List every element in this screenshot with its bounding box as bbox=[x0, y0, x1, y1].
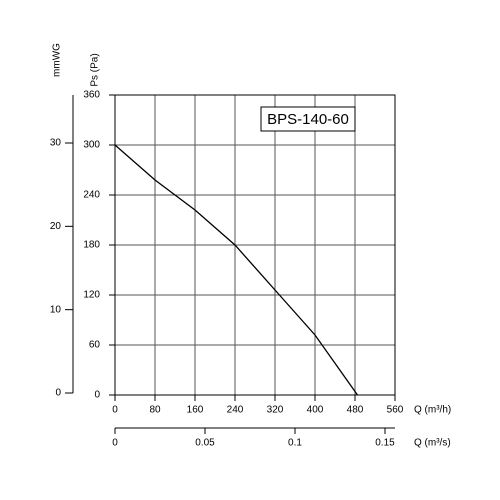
x-tick-label: 400 bbox=[307, 405, 324, 416]
y2-tick-label: 30 bbox=[50, 138, 62, 149]
y-tick-label: 360 bbox=[83, 90, 100, 101]
plot-frame bbox=[114, 94, 396, 396]
y2-axis-label: mmWG bbox=[52, 43, 63, 77]
x2-tick-label: 0.15 bbox=[375, 438, 395, 449]
y-tick-label: 180 bbox=[83, 240, 100, 251]
y2-tick-label: 10 bbox=[50, 304, 62, 315]
x2-tick-label: 0.05 bbox=[195, 438, 215, 449]
x-tick-label: 0 bbox=[112, 405, 118, 416]
x-tick-label: 160 bbox=[187, 405, 204, 416]
x2-tick-label: 0 bbox=[112, 438, 118, 449]
x-tick-label: 320 bbox=[267, 405, 284, 416]
x-tick-label: 80 bbox=[149, 405, 161, 416]
x-tick-label: 560 bbox=[387, 405, 404, 416]
x-tick-label: 480 bbox=[347, 405, 364, 416]
y-tick-label: 300 bbox=[83, 140, 100, 151]
y-tick-label: 120 bbox=[83, 290, 100, 301]
x2-axis-label: Q (m³/s) bbox=[414, 438, 451, 449]
x-tick-label: 240 bbox=[227, 405, 244, 416]
y-tick-label: 240 bbox=[83, 190, 100, 201]
legend-box bbox=[260, 106, 356, 132]
y-axis-label: Ps (Pa) bbox=[90, 53, 101, 86]
curve bbox=[114, 144, 359, 396]
x2-tick-label: 0.1 bbox=[288, 438, 302, 449]
x-axis-label: Q (m³/h) bbox=[414, 405, 451, 416]
y-tick-label: 60 bbox=[89, 340, 101, 351]
legend-label: BPS-140-60 bbox=[267, 111, 349, 128]
y2-tick-label: 0 bbox=[55, 388, 61, 399]
y2-tick-label: 20 bbox=[50, 221, 62, 232]
y-tick-label: 0 bbox=[94, 390, 100, 401]
